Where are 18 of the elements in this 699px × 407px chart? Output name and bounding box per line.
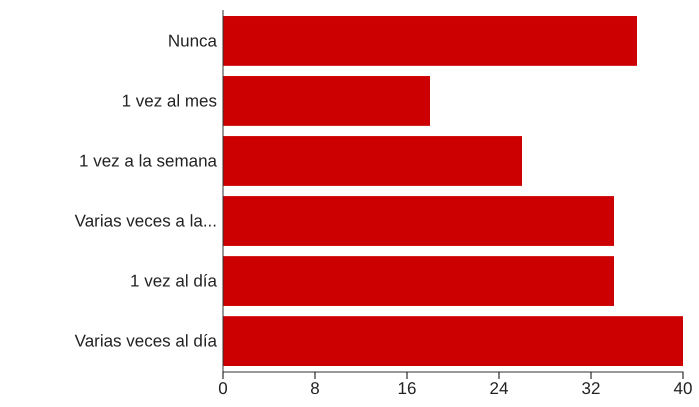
x-tick-label: 24 [490,379,508,398]
bar [223,316,683,366]
y-tick-label: 1 vez a la semana [79,151,218,170]
bar [223,136,522,186]
y-tick-label: Nunca [168,31,218,50]
bar [223,196,614,246]
bar [223,256,614,306]
y-tick-label: 1 vez al mes [122,91,217,110]
x-tick-label: 0 [218,379,228,398]
x-tick-label: 16 [398,379,416,398]
y-tick-label: Varias veces a la... [74,211,217,230]
x-tick-label: 40 [674,379,692,398]
y-tick-label: Varias veces al día [74,332,218,351]
y-tick-label: 1 vez al día [130,271,218,290]
x-tick-label: 32 [582,379,600,398]
bar [223,16,637,66]
x-tick-label: 8 [310,379,320,398]
bar [223,76,430,126]
